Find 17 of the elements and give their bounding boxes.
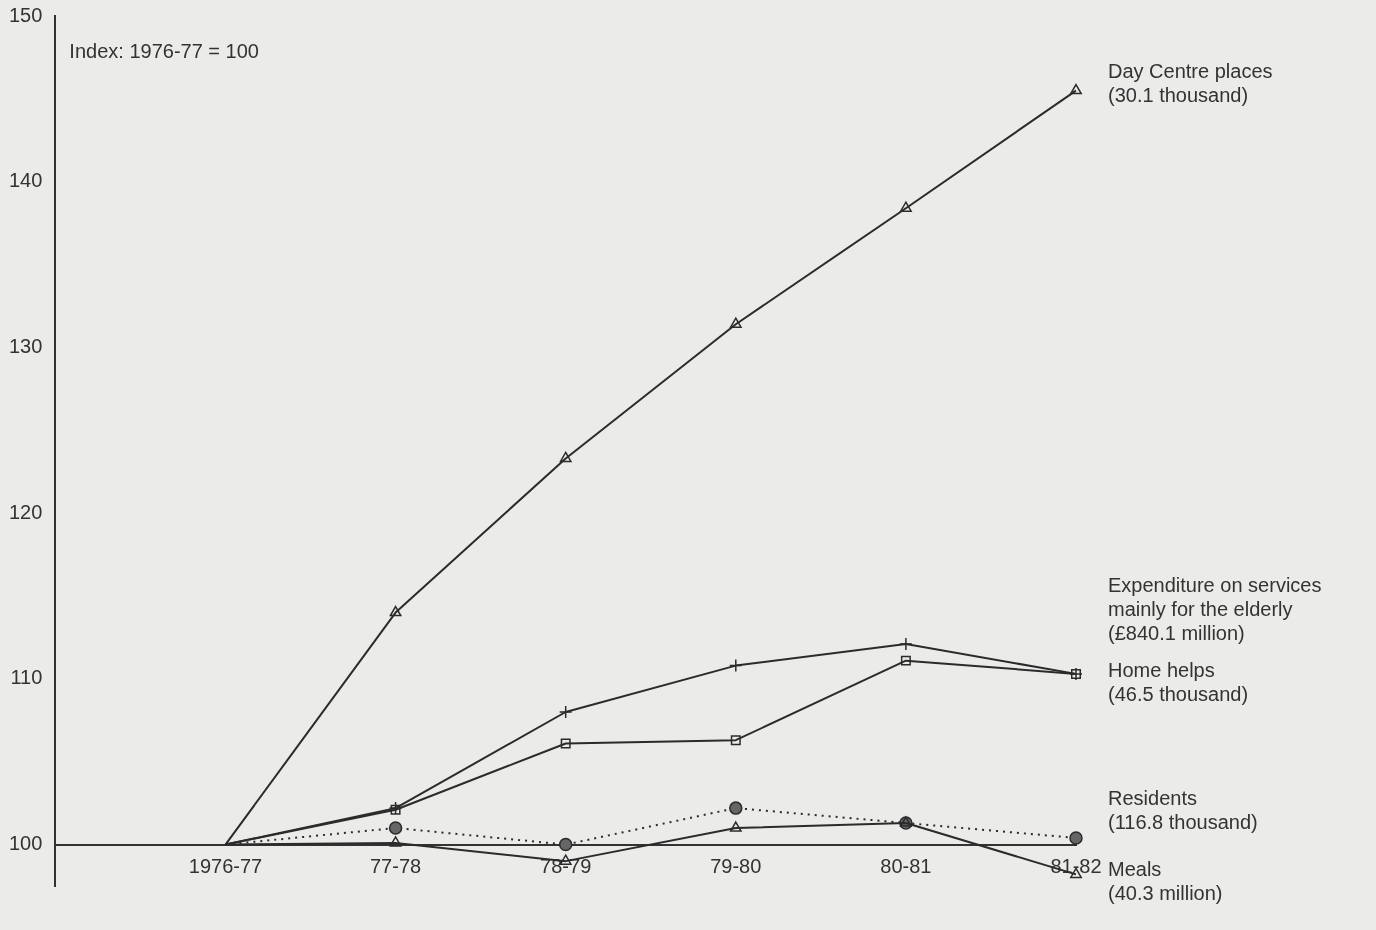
y-tick-label: 140 [8, 169, 43, 192]
series-label: Residents (116.8 thousand) [1108, 787, 1258, 834]
x-tick-label: 77-78 [370, 855, 422, 878]
series-label: Meals (40.3 million) [1108, 857, 1223, 904]
series-label: Expenditure on services mainly for the elderly (£840.1 million) [1108, 574, 1322, 645]
annotation: Index: 1976-77 = 100 [69, 39, 259, 62]
y-tick-label: 110 [10, 666, 43, 689]
x-tick-label: 1976-77 [188, 855, 263, 878]
series-label: Day Centre places (30.1 thousand) [1108, 60, 1273, 107]
y-tick-label: 150 [8, 3, 43, 26]
y-tick-label: 100 [8, 832, 43, 855]
y-tick-label: 130 [8, 334, 43, 357]
x-tick-label: 79-80 [710, 855, 762, 878]
x-tick-label: 80-81 [880, 855, 932, 878]
y-tick-label: 120 [8, 500, 43, 523]
x-tick-label: 81-82 [1050, 855, 1102, 878]
series-label: Home helps (46.5 thousand) [1108, 659, 1249, 706]
